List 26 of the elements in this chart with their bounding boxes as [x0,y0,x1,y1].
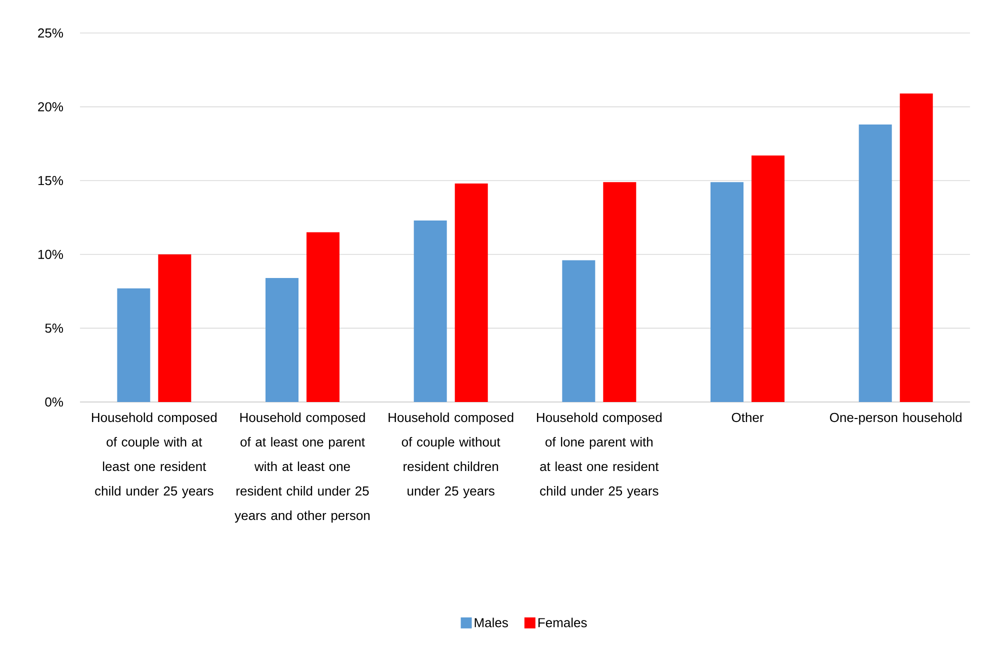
bar [752,156,785,402]
bar [710,182,744,402]
bar [117,288,150,402]
x-tick-label: Household composed of couple with at least one resident child under 25 years [92,412,217,498]
legend-label: Females [538,618,587,628]
y-tick-label: 10% [38,250,63,259]
bar [858,124,892,402]
x-tick-label: Other [732,412,764,422]
bar [900,94,933,402]
x-tick-label: Household composed of couple without resident children under 25 years [388,412,514,498]
y-tick-label: 5% [45,324,63,333]
y-tick-label: 25% [38,28,63,38]
x-tick-label: Household composed of at least one parent with at least one resident child under 25 years and other person [234,412,370,523]
x-tick-label: Household composed of lone parent with at least one resident child under 25 years [537,412,662,498]
bar [414,220,447,402]
y-tick-label: 0% [45,397,63,407]
y-tick-label: 20% [38,102,63,112]
legend-label: Males [474,618,508,628]
y-tick-label: 15% [38,176,63,186]
bar [562,260,596,402]
bar [158,254,192,402]
bar [454,184,488,402]
bar [266,278,299,402]
bar [306,232,340,402]
x-tick-label: One-person household [830,412,962,425]
bar [603,182,636,402]
